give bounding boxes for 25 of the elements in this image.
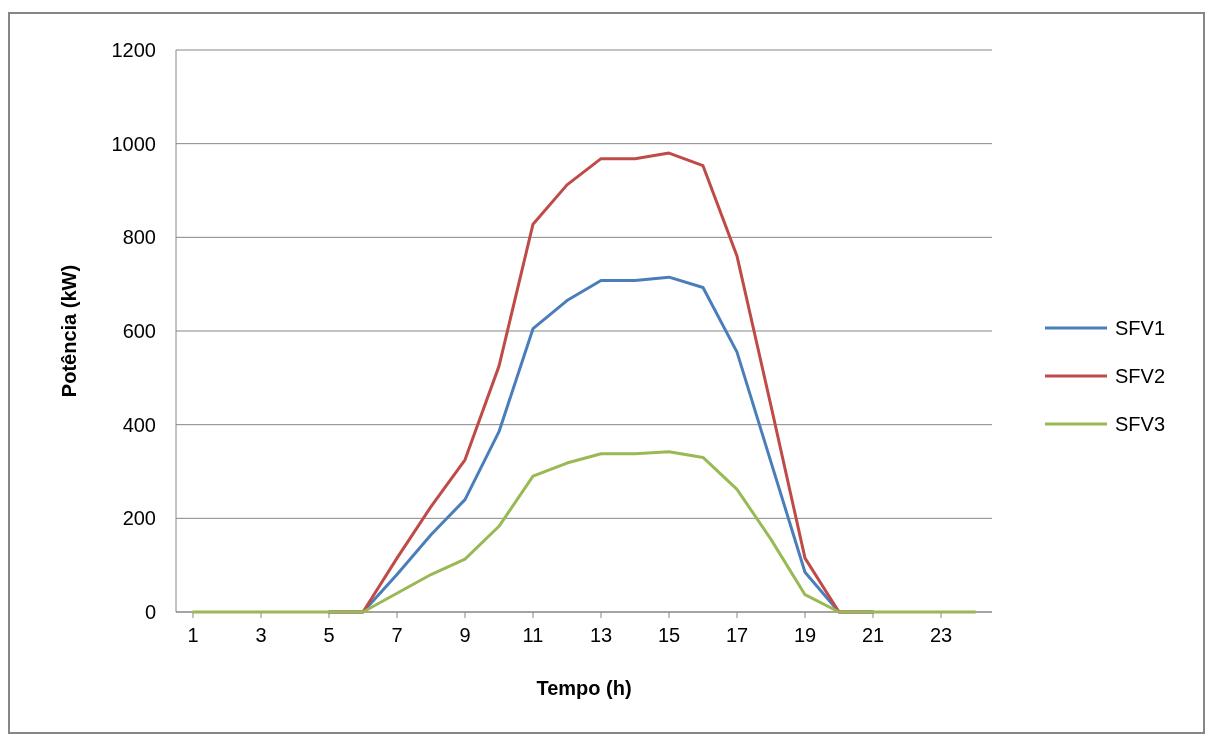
y-tick-label: 1200 (111, 39, 156, 61)
x-axis-title: Tempo (h) (536, 677, 632, 699)
y-tick-label: 200 (122, 507, 156, 530)
x-tick-label: 1 (187, 624, 199, 646)
legend-label: SFV1 (1115, 317, 1166, 339)
y-tick-label: 0 (144, 601, 156, 623)
x-tick-label: 21 (861, 624, 885, 646)
x-tick-label: 15 (657, 624, 681, 646)
y-tick-label: 1000 (111, 132, 156, 155)
x-tick-label: 5 (323, 624, 335, 646)
x-tick-label: 13 (589, 624, 613, 646)
y-tick-label: 400 (122, 413, 156, 436)
x-tick-label: 19 (793, 624, 817, 646)
y-tick-label: 600 (122, 320, 156, 342)
x-tick-label: 23 (929, 624, 953, 646)
x-tick-label: 17 (725, 624, 749, 646)
x-tick-label: 9 (459, 624, 471, 646)
legend-label: SFV2 (1115, 365, 1166, 387)
y-axis-title: Potência (kW) (58, 264, 80, 398)
line-series (191, 450, 977, 614)
y-tick-label: 800 (122, 226, 156, 249)
x-tick-label: 11 (522, 624, 544, 646)
x-tick-label: 7 (391, 624, 403, 646)
legend-label: SFV3 (1115, 413, 1166, 435)
x-tick-label: 3 (255, 624, 267, 646)
